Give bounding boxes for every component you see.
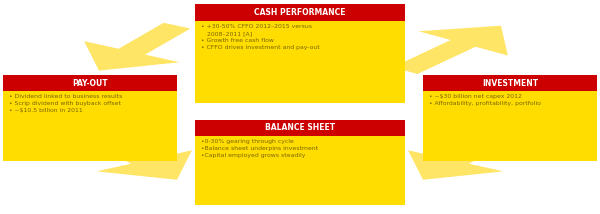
FancyBboxPatch shape <box>423 75 597 91</box>
FancyBboxPatch shape <box>195 120 405 205</box>
Text: • ~$30 billion net capex 2012
• Affordability, profitability, portfolio: • ~$30 billion net capex 2012 • Affordab… <box>429 94 541 106</box>
FancyBboxPatch shape <box>423 75 597 160</box>
FancyBboxPatch shape <box>195 4 405 21</box>
FancyBboxPatch shape <box>3 75 177 91</box>
Text: •0-30% gearing through cycle
•Balance sheet underpins investment
•Capital employ: •0-30% gearing through cycle •Balance sh… <box>201 139 318 158</box>
Polygon shape <box>84 23 190 71</box>
Text: CASH PERFORMANCE: CASH PERFORMANCE <box>254 8 346 17</box>
FancyBboxPatch shape <box>195 4 405 103</box>
Polygon shape <box>408 132 514 180</box>
Text: • Dividend linked to business results
• Scrip dividend with buyback offset
• ~$1: • Dividend linked to business results • … <box>9 94 122 113</box>
FancyBboxPatch shape <box>3 75 177 160</box>
Polygon shape <box>392 26 508 74</box>
FancyBboxPatch shape <box>195 120 405 136</box>
Text: • +30-50% CFFO 2012–2015 versus
   2008–2011 [A]
• Growth free cash flow
• CFFO : • +30-50% CFFO 2012–2015 versus 2008–201… <box>201 24 320 50</box>
Text: INVESTMENT: INVESTMENT <box>482 79 538 88</box>
Polygon shape <box>86 132 192 180</box>
Text: PAY-OUT: PAY-OUT <box>72 79 108 88</box>
Text: BALANCE SHEET: BALANCE SHEET <box>265 123 335 132</box>
